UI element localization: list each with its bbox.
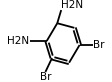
Text: H2N: H2N [61, 0, 83, 10]
Text: Br: Br [40, 72, 51, 82]
Text: H2N: H2N [8, 36, 30, 46]
Text: Br: Br [93, 40, 104, 50]
